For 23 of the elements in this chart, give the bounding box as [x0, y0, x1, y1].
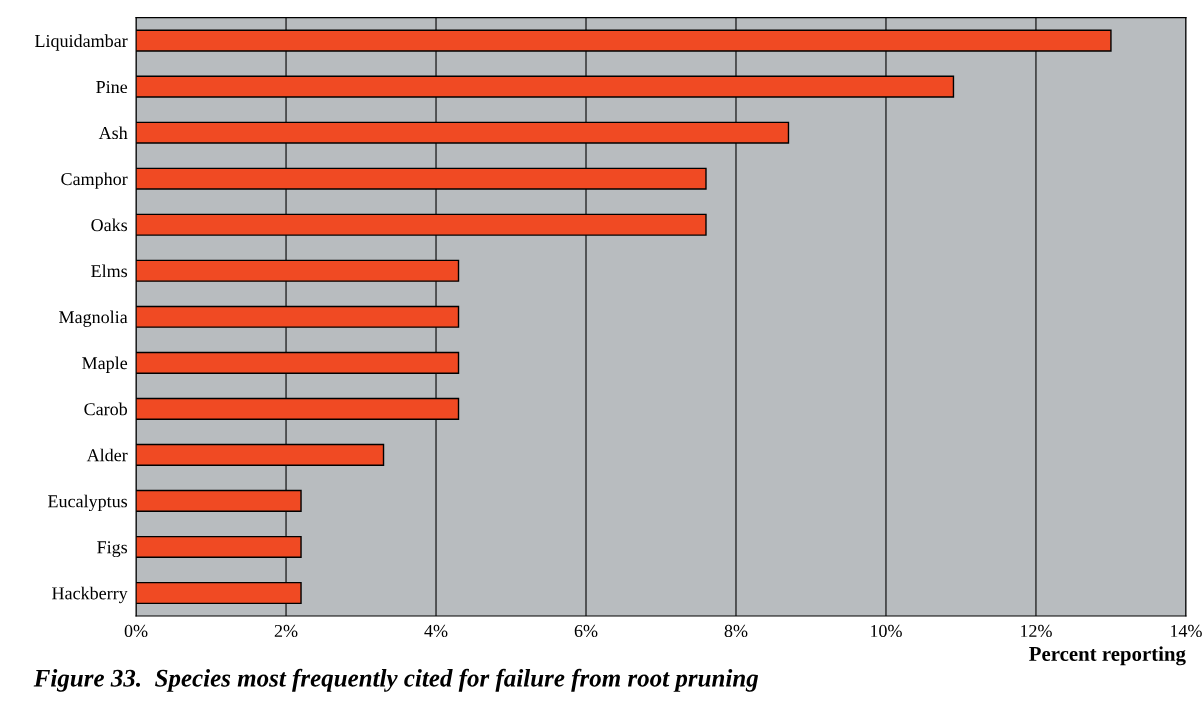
x-tick-label: 12%: [1021, 624, 1052, 638]
text: Figure 33. Species most frequently cited for failure from root pruning: [33, 668, 759, 692]
x-tick-label: 0%: [124, 624, 148, 638]
y-tick-label: Carob: [84, 402, 128, 416]
y-tick-label: Liquidambar: [34, 34, 128, 51]
y-tick-label: Elms: [91, 264, 128, 278]
x-tick-label: 4%: [424, 624, 448, 638]
y-tick-label: Hackberry: [52, 586, 128, 604]
y-tick-label: Maple: [82, 356, 128, 373]
y-tick-label: Magnolia: [59, 310, 128, 327]
x-tick-label: 10%: [871, 624, 902, 638]
y-tick-label: Oaks: [91, 218, 128, 232]
y-tick-label: Eucalyptus: [48, 494, 128, 512]
x-tick-label: 8%: [724, 624, 748, 638]
y-tick-label: Figs: [97, 541, 128, 558]
y-tick-label: Pine: [96, 80, 128, 94]
x-tick-label: 6%: [574, 624, 598, 638]
x-axis-title: Percent reporting: [1029, 646, 1186, 666]
y-tick-label: Camphor: [61, 172, 128, 189]
x-tick-label: 2%: [274, 624, 298, 638]
y-tick-label: Alder: [86, 448, 128, 462]
x-tick-label: 14%: [1170, 624, 1202, 638]
y-tick-label: Ash: [98, 126, 128, 140]
